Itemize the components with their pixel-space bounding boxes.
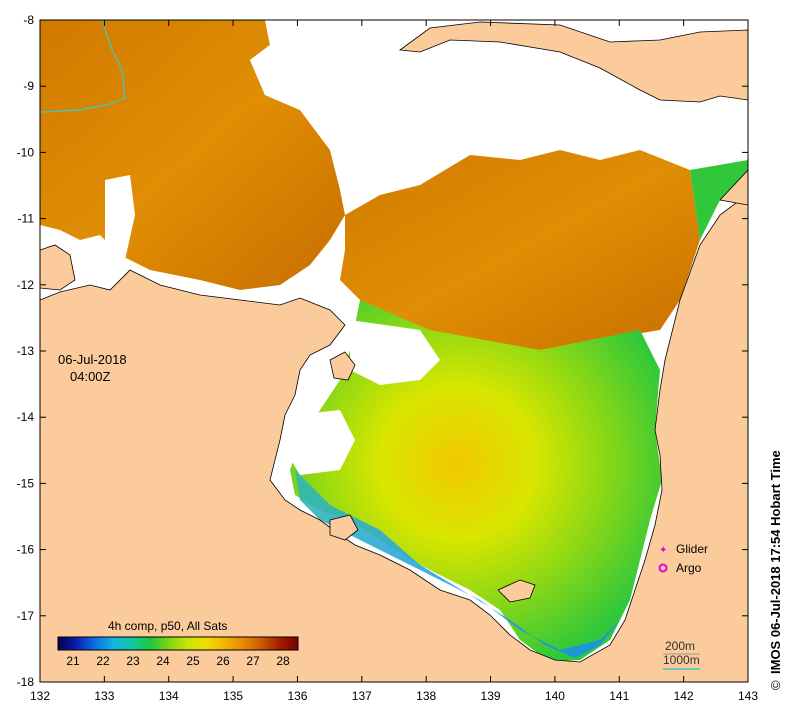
colorbar: [57, 636, 299, 651]
contour-1000m-line: [40, 20, 126, 113]
latitude-axis: -8 -9 -10 -11 -12 -13 -14 -15 -16 -17 -18: [17, 13, 748, 689]
lat-tick-label: -11: [18, 212, 35, 226]
colorbar-title: 4h comp, p50, All Sats: [108, 619, 227, 633]
lon-tick-label: 142: [674, 689, 694, 703]
longitude-axis: 132 133 134 135 136 137 138 139 140 141 142 143: [30, 20, 758, 703]
lon-tick-label: 136: [287, 689, 307, 703]
credit-text: IMOS 06-Jul-2018 17:54 Hobart Time: [768, 450, 783, 674]
lat-tick-label: -13: [17, 344, 35, 358]
lat-tick-label: -17: [17, 609, 35, 623]
cloud-patch-west: [105, 175, 135, 260]
colorbar-swatch: [57, 636, 299, 651]
lat-tick-label: -12: [17, 278, 35, 292]
glider-label: Glider: [676, 542, 708, 556]
colorbar-tick-label: 24: [156, 654, 170, 668]
date-label: 06-Jul-2018: [58, 352, 127, 367]
lon-tick-label: 140: [545, 689, 565, 703]
colorbar-tick-label: 27: [246, 654, 260, 668]
lon-tick-label: 134: [159, 689, 179, 703]
lat-tick-label: -8: [23, 13, 34, 27]
lon-tick-label: 139: [481, 689, 501, 703]
colorbar-tick-label: 28: [276, 654, 290, 668]
lon-tick-label: 141: [609, 689, 629, 703]
contour-200m-label: 200m: [665, 639, 695, 653]
colorbar-ticks: 21 22 23 24 25 26 27 28: [66, 654, 290, 668]
lat-tick-label: -9: [23, 79, 34, 93]
glider-marker-icon: ✦: [659, 545, 667, 556]
argo-label: Argo: [676, 561, 702, 575]
lon-tick-label: 132: [30, 689, 50, 703]
sst-field-gulf-south: [290, 300, 662, 662]
cloud-patch-gulf: [350, 320, 440, 385]
cloud-patch-southwest: [285, 410, 355, 475]
contour-1000m-label: 1000m: [663, 653, 700, 667]
sst-field-east: [690, 160, 748, 240]
lon-tick-label: 143: [738, 689, 758, 703]
lon-tick-label: 138: [416, 689, 436, 703]
legend: ✦ Glider Argo: [658, 542, 708, 575]
lat-tick-label: -16: [17, 543, 35, 557]
colorbar-tick-label: 25: [186, 654, 200, 668]
landmass: [40, 21, 748, 682]
argo-marker-icon: [658, 563, 668, 573]
lat-tick-label: -10: [17, 145, 35, 159]
time-label: 04:00Z: [70, 369, 111, 384]
sst-field-gulf-north: [340, 150, 700, 350]
lon-tick-label: 133: [94, 689, 114, 703]
lon-tick-label: 135: [223, 689, 243, 703]
colorbar-tick-label: 26: [216, 654, 230, 668]
lat-tick-label: -14: [17, 410, 35, 424]
lon-tick-label: 137: [352, 689, 372, 703]
contour-legend: 200m 1000m: [663, 639, 700, 670]
colorbar-tick-label: 21: [66, 654, 80, 668]
copyright-icon: ©: [768, 680, 783, 690]
lat-tick-label: -15: [17, 476, 35, 490]
colorbar-tick-label: 22: [96, 654, 110, 668]
colorbar-tick-label: 23: [126, 654, 140, 668]
lat-tick-label: -18: [17, 675, 35, 689]
